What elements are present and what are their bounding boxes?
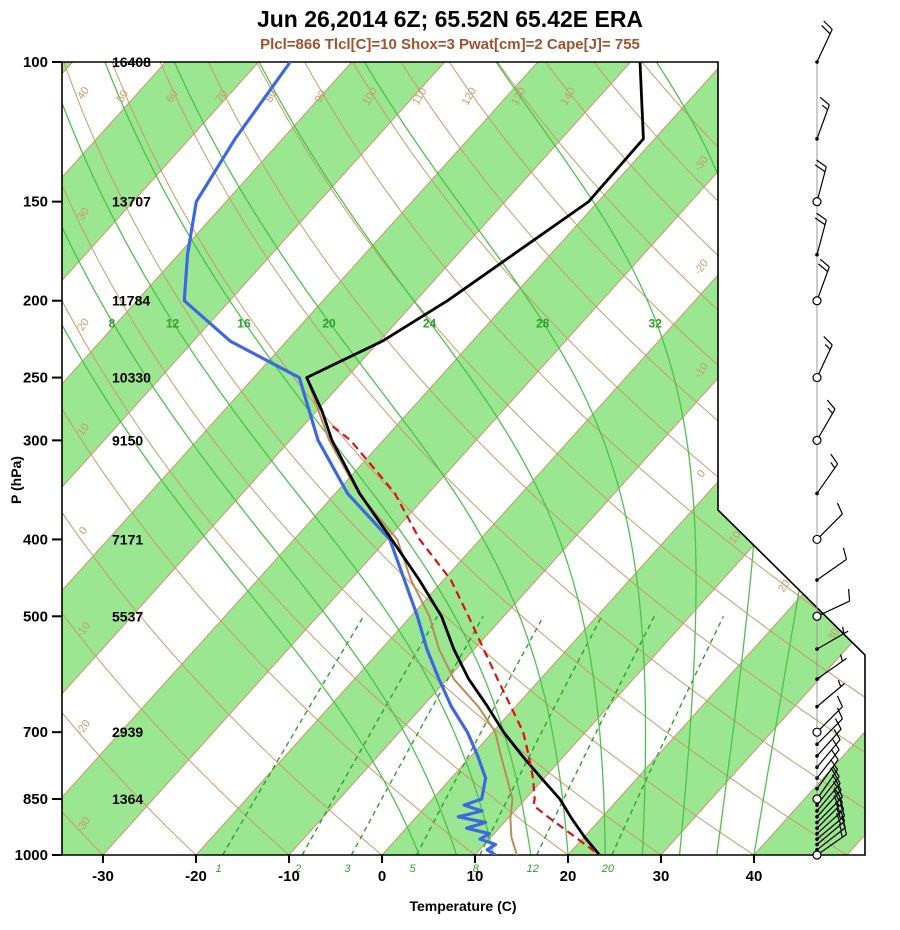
temperature-axis: -30 -20 -10 0 10 20 30 40 xyxy=(92,855,762,885)
svg-text:-20: -20 xyxy=(74,718,93,738)
svg-text:10: 10 xyxy=(75,421,92,438)
svg-text:7171: 7171 xyxy=(112,531,143,547)
svg-text:10330: 10330 xyxy=(112,370,151,386)
svg-text:30: 30 xyxy=(825,626,842,643)
parcel-curve xyxy=(331,425,601,855)
svg-text:8: 8 xyxy=(109,317,116,331)
svg-text:40: 40 xyxy=(75,85,92,102)
svg-text:13707: 13707 xyxy=(112,194,151,210)
svg-text:24: 24 xyxy=(423,317,437,331)
svg-text:2939: 2939 xyxy=(112,724,143,740)
svg-text:40: 40 xyxy=(746,868,763,885)
mixing-ratio-lines xyxy=(222,615,725,855)
svg-text:-20: -20 xyxy=(692,257,711,277)
svg-text:20: 20 xyxy=(560,868,577,885)
svg-text:12: 12 xyxy=(166,317,180,331)
svg-text:50: 50 xyxy=(115,88,132,105)
svg-text:20: 20 xyxy=(776,578,793,595)
svg-text:28: 28 xyxy=(536,317,550,331)
svg-text:-20: -20 xyxy=(185,868,207,885)
temperature-curve xyxy=(305,62,645,855)
svg-text:11784: 11784 xyxy=(112,293,150,309)
svg-text:100: 100 xyxy=(23,54,48,71)
svg-text:30: 30 xyxy=(653,868,670,885)
dewpoint-curve xyxy=(182,62,498,855)
svg-text:20: 20 xyxy=(601,863,615,875)
svg-text:120: 120 xyxy=(460,86,480,108)
svg-text:8: 8 xyxy=(473,863,480,875)
svg-text:30: 30 xyxy=(75,206,92,223)
sounding-parameters: Plcl=866 Tlcl[C]=10 Shox=3 Pwat[cm]=2 Ca… xyxy=(260,36,640,53)
svg-text:3: 3 xyxy=(344,863,351,875)
svg-text:16408: 16408 xyxy=(112,54,151,70)
svg-text:700: 700 xyxy=(23,724,48,741)
page-title: Jun 26,2014 6Z; 65.52N 65.42E ERA xyxy=(256,6,644,32)
svg-text:12: 12 xyxy=(527,863,539,875)
svg-text:400: 400 xyxy=(23,531,48,548)
svg-text:20: 20 xyxy=(322,317,336,331)
svg-text:1: 1 xyxy=(216,863,222,875)
svg-text:90: 90 xyxy=(313,88,330,105)
wetbulb-curve xyxy=(305,376,518,855)
svg-text:16: 16 xyxy=(237,317,251,331)
svg-text:-30: -30 xyxy=(92,868,114,885)
svg-text:20: 20 xyxy=(75,316,92,333)
svg-text:0: 0 xyxy=(695,468,708,480)
svg-text:5537: 5537 xyxy=(112,608,143,624)
svg-text:200: 200 xyxy=(23,293,48,310)
svg-text:150: 150 xyxy=(23,194,48,211)
svg-text:10: 10 xyxy=(727,529,744,546)
svg-text:-10: -10 xyxy=(278,868,300,885)
svg-text:32: 32 xyxy=(649,317,663,331)
isotherms xyxy=(62,62,865,855)
svg-text:850: 850 xyxy=(23,791,48,808)
svg-text:60: 60 xyxy=(164,88,181,105)
sounding-curves xyxy=(182,62,645,855)
svg-text:70: 70 xyxy=(214,88,231,105)
svg-text:1000: 1000 xyxy=(15,847,48,864)
svg-text:0: 0 xyxy=(77,525,90,537)
svg-text:9150: 9150 xyxy=(112,432,143,448)
wind-barbs xyxy=(812,20,851,860)
svg-text:300: 300 xyxy=(23,432,48,449)
svg-text:250: 250 xyxy=(23,370,48,387)
svg-text:0: 0 xyxy=(378,868,386,885)
svg-text:1364: 1364 xyxy=(112,791,143,807)
svg-text:500: 500 xyxy=(23,608,48,625)
svg-text:2: 2 xyxy=(294,863,301,875)
svg-text:10: 10 xyxy=(467,868,484,885)
svg-text:5: 5 xyxy=(410,863,417,875)
x-axis-label: Temperature (C) xyxy=(409,898,517,914)
